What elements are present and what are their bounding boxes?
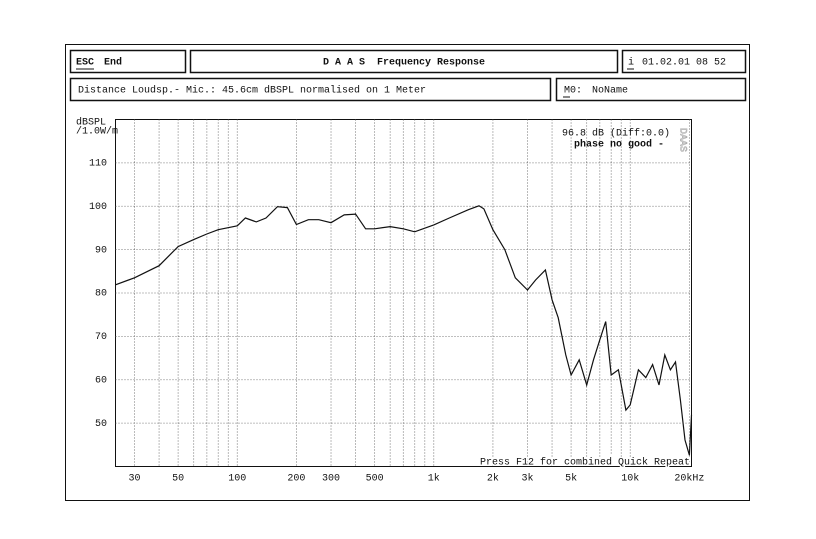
x-tick-label: 30 xyxy=(129,474,141,485)
distance-box xyxy=(69,77,552,102)
mic-key: M0: xyxy=(564,86,582,97)
mic-box[interactable] xyxy=(555,77,747,102)
x-tick-label: 100 xyxy=(228,474,246,485)
watermark: DAAS xyxy=(676,128,687,152)
esc-action: End xyxy=(104,57,122,69)
esc-box[interactable] xyxy=(69,49,187,74)
info-key: i xyxy=(628,57,634,69)
x-tick-label: 2k xyxy=(487,473,499,485)
window-title: D A A S Frequency Response xyxy=(323,58,485,69)
x-tick-label: 5k xyxy=(565,473,577,485)
x-tick-label: 3k xyxy=(522,473,534,485)
x-tick-label: 20kHz xyxy=(674,473,704,485)
y-tick-label: 60 xyxy=(95,375,107,386)
x-tick-label: 10k xyxy=(621,473,639,485)
y-axis-label: /1.0W/m xyxy=(76,126,118,138)
y-tick-label: 80 xyxy=(95,289,107,300)
esc-key: ESC xyxy=(76,58,94,69)
response-curve xyxy=(115,205,693,456)
y-tick-label: 100 xyxy=(89,202,107,213)
datetime: 01.02.01 08 52 xyxy=(642,58,726,69)
y-tick-label: 110 xyxy=(89,159,107,170)
y-tick-label: 90 xyxy=(95,245,107,256)
title-box xyxy=(189,49,619,74)
x-tick-label: 500 xyxy=(366,474,384,485)
y-axis-label: dBSPL xyxy=(76,117,106,129)
distance-info: Distance Loudsp.- Mic.: 45.6cm dBSPL nor… xyxy=(78,85,426,97)
annotation: phase no good - xyxy=(574,139,664,151)
x-tick-label: 200 xyxy=(287,474,305,485)
x-tick-label: 50 xyxy=(172,474,184,485)
annotation: Press F12 for combined Quick Repeat xyxy=(480,457,690,469)
y-tick-label: 70 xyxy=(95,332,107,343)
x-tick-label: 1k xyxy=(428,473,440,485)
mic-name: NoName xyxy=(592,86,628,97)
date-box[interactable] xyxy=(621,49,747,74)
window-border xyxy=(65,44,750,501)
y-tick-label: 50 xyxy=(95,419,107,430)
x-tick-label: 300 xyxy=(322,474,340,485)
annotation: 96.8 dB (Diff:0.0) xyxy=(562,128,670,140)
